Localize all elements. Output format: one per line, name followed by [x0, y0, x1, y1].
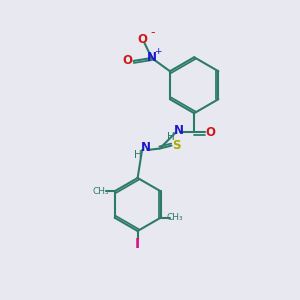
Text: H: H: [134, 150, 142, 160]
Text: S: S: [172, 139, 181, 152]
Text: O: O: [138, 33, 148, 46]
Text: N: N: [174, 124, 184, 137]
Text: N: N: [147, 52, 157, 64]
Text: -: -: [150, 26, 155, 39]
Text: H: H: [167, 132, 175, 142]
Text: O: O: [206, 126, 215, 139]
Text: CH₃: CH₃: [167, 213, 183, 222]
Text: O: O: [122, 54, 133, 68]
Text: +: +: [154, 47, 162, 56]
Text: N: N: [141, 141, 151, 154]
Text: CH₃: CH₃: [92, 187, 109, 196]
Text: I: I: [135, 237, 140, 251]
